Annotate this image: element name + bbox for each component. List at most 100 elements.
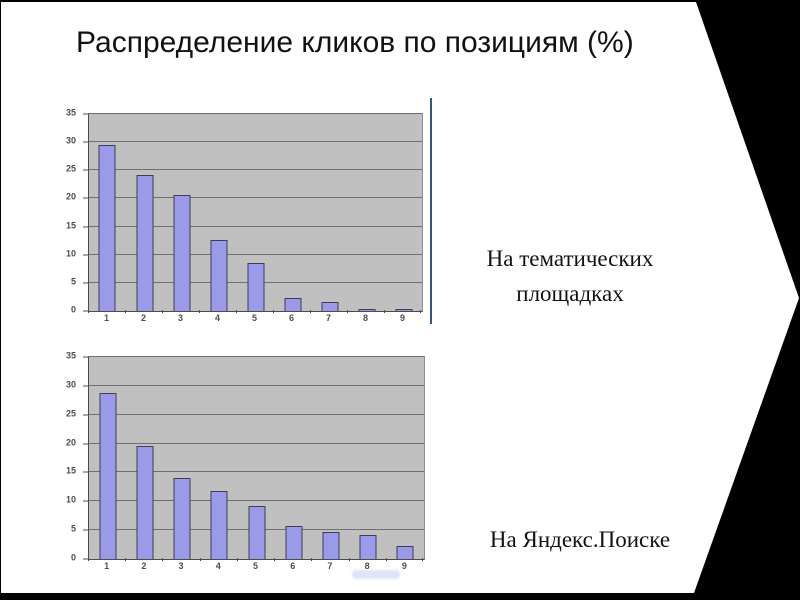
y-tick-mark <box>83 558 88 560</box>
bar-position-7 <box>321 302 338 311</box>
x-tick-label-9: 9 <box>399 313 406 323</box>
x-tick-mark <box>161 310 163 313</box>
plot-area <box>83 113 423 312</box>
gridline-20 <box>89 197 422 199</box>
y-tick-mark <box>83 529 88 531</box>
x-tick-label-2: 2 <box>141 561 147 571</box>
x-tick-mark <box>420 310 421 313</box>
x-tick-mark <box>162 558 164 561</box>
gridline-25 <box>89 169 422 171</box>
y-tick-label-10: 10 <box>65 248 76 259</box>
chart-yandex-search: 0 5 10 15 20 25 30 35 1 2 3 4 5 6 7 8 9 <box>40 348 440 588</box>
y-tick-mark <box>83 113 88 115</box>
x-tick-mark <box>125 558 127 561</box>
x-tick-label-7: 7 <box>325 313 332 323</box>
bar-position-6 <box>285 525 303 559</box>
bar-position-9 <box>396 545 414 559</box>
x-tick-label-5: 5 <box>251 313 258 323</box>
label-thematic-platforms: На тематических площадках <box>486 246 654 306</box>
gridline-30 <box>89 384 424 386</box>
gridline-35 <box>89 113 422 114</box>
y-tick-label-35: 35 <box>65 350 76 361</box>
watermark-smudge <box>352 570 400 579</box>
bar-position-3 <box>173 194 190 311</box>
y-axis-labels: 0 5 10 15 20 25 30 35 <box>40 351 84 562</box>
y-tick-mark <box>83 500 88 502</box>
y-tick-label-20: 20 <box>65 437 76 448</box>
bar-position-7 <box>322 532 340 559</box>
x-tick-mark <box>385 558 387 561</box>
x-tick-label-3: 3 <box>177 313 184 323</box>
y-tick-label-30: 30 <box>65 135 76 146</box>
x-tick-mark <box>273 310 274 313</box>
x-axis-labels: 1 2 3 4 5 6 7 8 9 <box>88 558 423 574</box>
label-yandex-search: На Яндекс.Поиске <box>489 527 671 552</box>
y-tick-mark <box>83 414 88 416</box>
y-tick-label-15: 15 <box>65 465 76 476</box>
x-axis-labels: 1 2 3 4 5 6 7 8 9 <box>88 310 421 326</box>
gridline-10 <box>89 500 424 502</box>
y-tick-label-5: 5 <box>70 276 76 287</box>
y-tick-mark <box>83 141 88 143</box>
gridline-20 <box>89 442 424 444</box>
bar-position-3 <box>173 477 191 559</box>
y-tick-label-5: 5 <box>70 523 76 534</box>
x-tick-mark <box>348 558 350 561</box>
y-axis-labels: 0 5 10 15 20 25 30 35 <box>40 108 84 314</box>
gridline-15 <box>89 471 424 473</box>
x-tick-mark <box>347 310 348 313</box>
bar-position-5 <box>247 263 264 311</box>
x-tick-label-6: 6 <box>290 561 296 571</box>
gridline-35 <box>89 356 424 357</box>
x-tick-label-4: 4 <box>214 313 221 323</box>
x-tick-mark <box>88 310 89 313</box>
x-tick-mark <box>311 558 313 561</box>
y-tick-label-10: 10 <box>65 494 76 505</box>
slide-title: Распределение кликов по позициям (%) <box>76 26 634 59</box>
chart-thematic-platforms: 0 5 10 15 20 25 30 35 1 2 3 4 5 6 7 8 9 <box>40 105 440 345</box>
x-tick-label-4: 4 <box>215 561 221 571</box>
x-tick-label-9: 9 <box>401 561 407 571</box>
x-tick-mark <box>310 310 311 313</box>
y-tick-mark <box>83 169 88 171</box>
y-tick-label-0: 0 <box>70 304 76 315</box>
x-tick-label-1: 1 <box>103 313 109 323</box>
x-tick-mark <box>236 558 238 561</box>
bar-position-8 <box>358 308 375 311</box>
y-tick-label-35: 35 <box>65 107 76 118</box>
bar-position-2 <box>136 175 153 311</box>
x-tick-label-8: 8 <box>364 561 370 571</box>
bar-position-9 <box>395 308 412 311</box>
x-tick-label-6: 6 <box>288 313 295 323</box>
plot-area <box>83 356 425 560</box>
y-tick-label-25: 25 <box>65 408 76 419</box>
y-tick-mark <box>83 385 88 387</box>
y-tick-label-15: 15 <box>65 220 76 231</box>
x-tick-mark <box>274 558 276 561</box>
y-tick-label-20: 20 <box>65 191 76 202</box>
x-tick-mark <box>88 558 89 561</box>
y-tick-mark <box>83 310 88 312</box>
bar-position-4 <box>210 239 227 311</box>
x-tick-mark <box>235 310 237 313</box>
y-tick-mark <box>83 471 88 473</box>
x-tick-mark <box>383 310 385 313</box>
y-tick-mark <box>83 197 88 199</box>
y-tick-label-25: 25 <box>65 163 76 174</box>
x-tick-mark <box>199 310 200 313</box>
gridline-10 <box>89 253 422 255</box>
gridline-15 <box>89 225 422 227</box>
y-tick-mark <box>83 226 88 228</box>
y-tick-label-0: 0 <box>70 552 76 563</box>
bar-position-2 <box>136 445 154 559</box>
x-tick-label-1: 1 <box>104 561 110 571</box>
bar-position-6 <box>284 298 301 311</box>
bar-position-8 <box>359 535 377 559</box>
x-tick-mark <box>199 558 201 561</box>
x-tick-mark <box>124 310 126 313</box>
bar-position-5 <box>248 505 265 559</box>
x-tick-mark <box>422 558 423 561</box>
x-tick-label-2: 2 <box>140 313 147 323</box>
gridline-25 <box>89 413 424 415</box>
